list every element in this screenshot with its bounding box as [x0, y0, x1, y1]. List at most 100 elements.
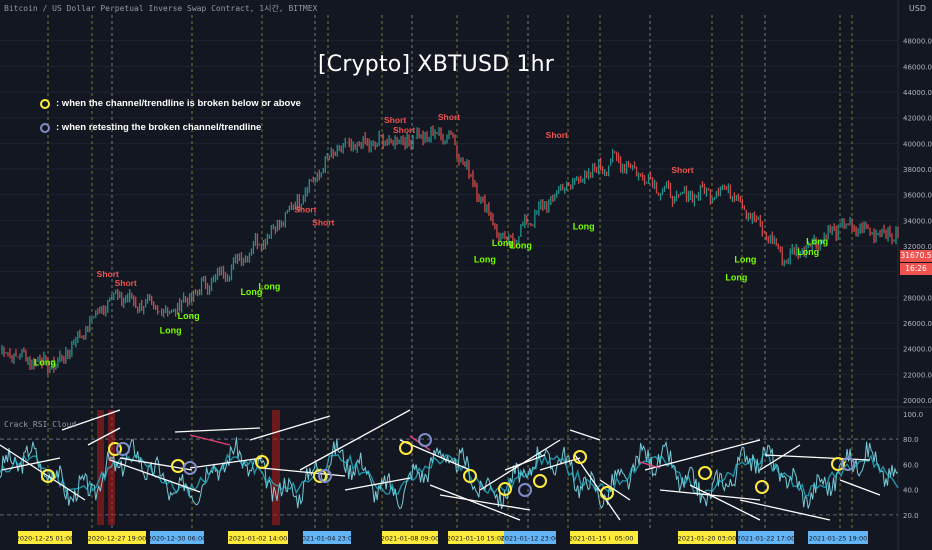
long-signal-label: Long — [240, 287, 262, 297]
price-tick-label: 24000.0 — [903, 346, 932, 354]
rsi-tick-label: 100.0 — [903, 411, 923, 419]
date-axis-label: 2021-01-04 23:00 — [298, 535, 357, 543]
date-axis-label: 2021-01-12 23:00 — [501, 535, 560, 543]
break-marker-circle — [108, 442, 122, 456]
rsi-trendline — [87, 427, 121, 446]
long-signal-label: Long — [725, 273, 747, 283]
countdown-badge: 16:26 — [900, 263, 932, 275]
rsi-trendline — [644, 439, 761, 471]
date-axis-highlight — [150, 531, 204, 544]
chart-title: [Crypto] XBTUSD 1hr — [318, 52, 555, 77]
retest-marker-circle — [183, 461, 197, 475]
price-tick-label: 44000.0 — [903, 89, 932, 97]
rsi-trendline — [689, 484, 761, 521]
long-signal-label: Long — [734, 255, 756, 265]
break-marker-circle — [600, 486, 614, 500]
rsi-trendline — [574, 454, 621, 521]
last-price-badge: 31670.5 — [900, 250, 932, 262]
short-signal-label: Short — [312, 217, 334, 227]
rsi-trendline — [109, 459, 201, 493]
price-tick-label: 48000.0 — [903, 38, 932, 46]
date-axis-highlight — [303, 531, 351, 544]
date-axis-highlight — [18, 531, 72, 544]
retest-marker-circle — [518, 483, 532, 497]
rsi-trendline — [539, 457, 581, 471]
long-signal-label: Long — [510, 241, 532, 251]
rsi-overbought-band — [108, 410, 115, 525]
rsi-trendline — [189, 457, 263, 469]
rsi-trendline — [249, 415, 331, 441]
date-axis-label: 2021-01-10 15:00 — [447, 535, 506, 543]
break-marker-circle — [573, 450, 587, 464]
long-signal-label: Long — [797, 247, 819, 257]
date-axis-highlight — [610, 531, 638, 544]
short-signal-label: Short — [115, 278, 137, 288]
date-axis-highlight — [504, 531, 556, 544]
rsi-trendline — [759, 444, 801, 471]
rsi-trendline — [1, 457, 61, 471]
price-tick-label: 40000.0 — [903, 140, 932, 148]
rsi-trendline — [839, 479, 881, 496]
date-axis-label: 2021-01-15 06:00 — [569, 535, 628, 543]
rsi-trendline — [174, 427, 261, 433]
date-axis-label: 2021-01-20 03:00 — [678, 535, 737, 543]
price-tick-label: 42000.0 — [903, 115, 932, 123]
price-tick-label: 34000.0 — [903, 217, 932, 225]
date-axis-highlight — [382, 531, 438, 544]
date-axis-highlight — [448, 531, 504, 544]
short-signal-label: Short — [294, 205, 316, 215]
date-axis-label: 05:00 — [615, 535, 634, 543]
price-tick-label: 46000.0 — [903, 63, 932, 71]
legend-retest: : when retesting the broken channel/tren… — [40, 122, 261, 133]
break-marker-circle — [755, 480, 769, 494]
short-signal-label: Short — [438, 112, 460, 122]
blue-circle-icon — [40, 122, 50, 133]
candles-group — [1, 125, 899, 376]
long-signal-label: Long — [806, 237, 828, 247]
long-signal-label: Long — [474, 255, 496, 265]
break-marker-circle — [255, 455, 269, 469]
price-tick-label: 26000.0 — [903, 320, 932, 328]
rsi-trendline — [119, 457, 193, 471]
break-marker-circle — [698, 466, 712, 480]
rsi-tick-label: 80.0 — [903, 436, 919, 444]
date-axis-label: 2020-12-27 19:00 — [88, 535, 147, 543]
rsi-trendline — [439, 494, 531, 511]
break-marker-circle — [463, 469, 477, 483]
date-axis-highlight — [738, 531, 794, 544]
break-marker-circle — [498, 482, 512, 496]
retest-marker-circle — [418, 433, 432, 447]
break-marker-circle — [41, 469, 55, 483]
break-marker-circle — [171, 459, 185, 473]
date-axis-label: 2021-01-25 19:00 — [809, 535, 868, 543]
short-signal-label: Short — [384, 115, 406, 125]
date-axis-highlight — [88, 531, 146, 544]
rsi-trendline — [344, 477, 411, 491]
date-axis-highlight — [808, 531, 868, 544]
short-signal-label: Short — [546, 130, 568, 140]
break-marker-circle — [831, 457, 845, 471]
date-axis-highlight — [228, 531, 288, 544]
date-axis-label: 2021-01-22 17:00 — [737, 535, 796, 543]
long-signal-label: Long — [492, 238, 514, 248]
retest-marker-circle — [116, 442, 130, 456]
rsi-overbought-band — [97, 410, 104, 525]
long-signal-label: Long — [258, 282, 280, 292]
date-axis-highlight — [678, 531, 736, 544]
date-axis-label: 2021-01-02 14:00 — [229, 535, 288, 543]
rsi-trendline — [61, 409, 121, 431]
price-tick-label: 32000.0 — [903, 243, 932, 251]
yellow-circle-icon — [40, 98, 50, 109]
rsi-trendline — [739, 499, 831, 521]
retest-marker-circle — [318, 469, 332, 483]
short-signal-label: Short — [393, 125, 415, 135]
long-signal-label: Long — [573, 221, 595, 231]
date-axis-label: 2020-12-30 06:00 — [148, 535, 207, 543]
currency-label: USD — [908, 4, 926, 13]
retest-marker-circle — [841, 457, 855, 471]
rsi-trendline — [299, 409, 411, 471]
short-signal-label: Short — [97, 269, 119, 279]
rsi-line — [0, 437, 899, 510]
long-signal-label: Long — [178, 311, 200, 321]
